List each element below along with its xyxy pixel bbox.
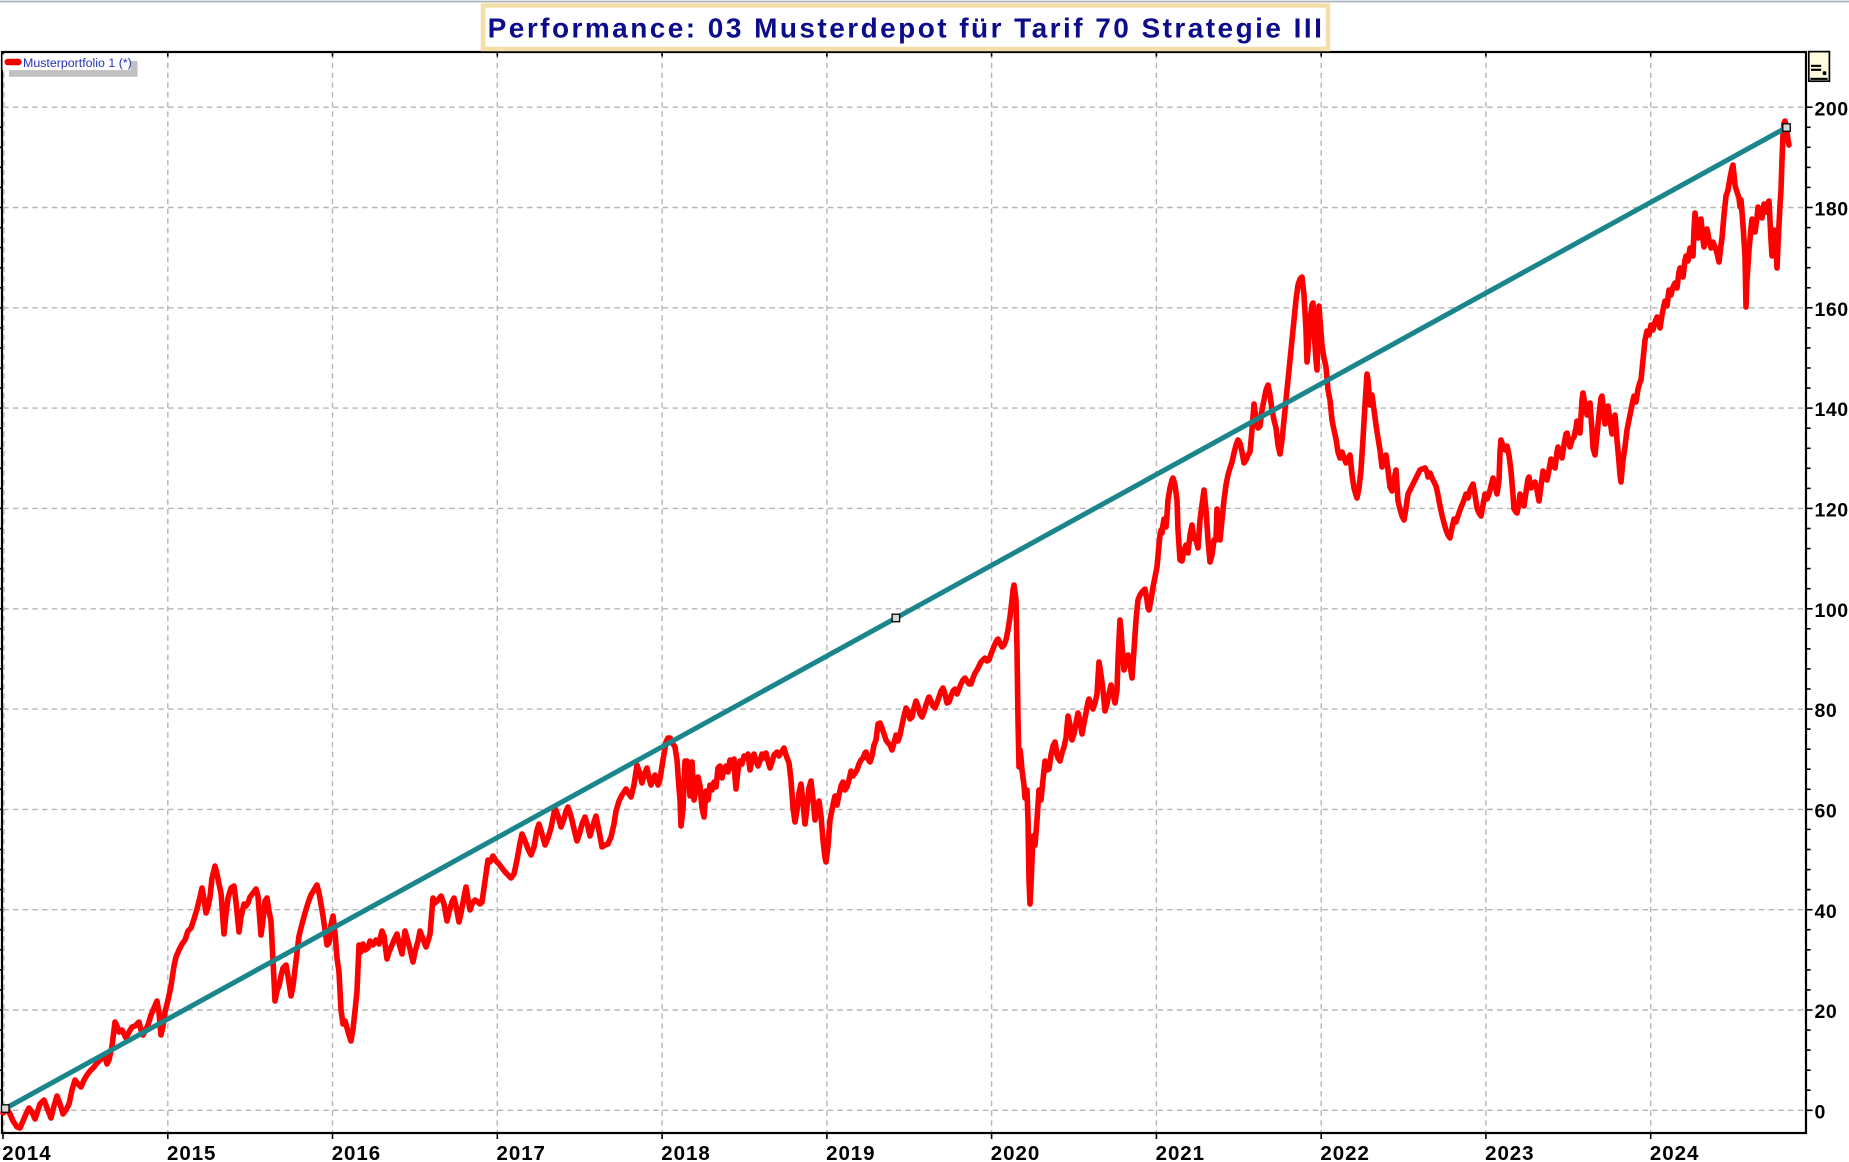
svg-text:160: 160 (1815, 299, 1849, 321)
svg-text:20: 20 (1815, 1001, 1838, 1023)
svg-text:Performance: 03 Musterdepot fü: Performance: 03 Musterdepot für Tarif 70… (488, 13, 1325, 44)
svg-text:Musterportfolio 1 (*): Musterportfolio 1 (*) (23, 56, 132, 70)
svg-text:2014: 2014 (2, 1142, 51, 1162)
svg-text:200: 200 (1815, 98, 1849, 120)
svg-text:100: 100 (1815, 600, 1849, 622)
svg-text:120: 120 (1815, 500, 1849, 522)
svg-text:2023: 2023 (1485, 1142, 1534, 1162)
svg-text:2018: 2018 (661, 1142, 710, 1162)
svg-text:2016: 2016 (332, 1142, 381, 1162)
svg-text:2015: 2015 (167, 1142, 216, 1162)
svg-text:2020: 2020 (991, 1142, 1040, 1162)
svg-text:40: 40 (1815, 901, 1838, 923)
svg-text:2021: 2021 (1156, 1142, 1205, 1162)
svg-text:0: 0 (1815, 1101, 1826, 1123)
svg-text:180: 180 (1815, 199, 1849, 221)
svg-text:60: 60 (1815, 801, 1838, 823)
svg-text:2024: 2024 (1650, 1142, 1699, 1162)
svg-text:2017: 2017 (497, 1142, 546, 1162)
svg-text:2022: 2022 (1320, 1142, 1369, 1162)
svg-text:80: 80 (1815, 700, 1838, 722)
svg-text:140: 140 (1815, 399, 1849, 421)
svg-text:2019: 2019 (826, 1142, 875, 1162)
